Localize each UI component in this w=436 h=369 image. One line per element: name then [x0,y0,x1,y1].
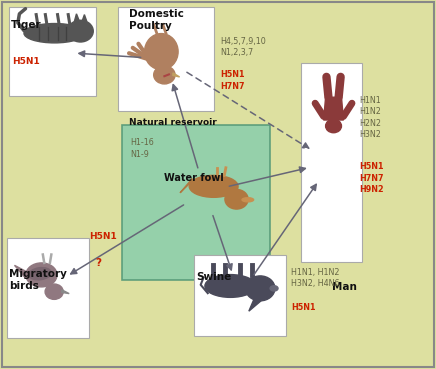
Text: H1N1
H1N2
H2N2
H3N2: H1N1 H1N2 H2N2 H3N2 [360,96,382,139]
Ellipse shape [242,198,254,202]
Text: ?: ? [95,258,101,268]
Polygon shape [62,290,69,294]
Text: Tiger: Tiger [11,20,41,30]
Circle shape [245,276,275,301]
Ellipse shape [270,286,278,291]
Ellipse shape [189,175,238,197]
Bar [122,125,270,280]
Bar [7,238,89,338]
Text: Water fowl: Water fowl [164,173,224,183]
Polygon shape [82,15,87,21]
Circle shape [153,66,175,84]
Polygon shape [173,73,180,77]
Text: Migratory
birds: Migratory birds [9,269,67,291]
Text: H5N1
H7N7: H5N1 H7N7 [220,70,245,90]
Text: H1N1, H1N2
H3N2, H4N6: H1N1, H1N2 H3N2, H4N6 [291,268,340,288]
Text: Man: Man [332,282,357,292]
Text: H5N1: H5N1 [89,232,117,241]
Text: Domestic
Poultry: Domestic Poultry [129,9,184,31]
Polygon shape [180,179,192,193]
Bar [9,7,96,96]
Text: Natural reservoir: Natural reservoir [129,118,216,127]
Text: Swine: Swine [196,272,231,282]
Ellipse shape [205,275,256,297]
Ellipse shape [145,34,178,70]
Text: H4,5,7,9,10
N1,2,3,7: H4,5,7,9,10 N1,2,3,7 [220,37,266,57]
Circle shape [326,119,341,133]
Text: H1-16
N1-9: H1-16 N1-9 [130,138,153,159]
Bar [301,63,362,262]
Bar [118,7,214,111]
Bar [194,255,286,336]
Ellipse shape [29,268,51,280]
Polygon shape [226,184,240,193]
Text: H5N1
H7N7
H9N2: H5N1 H7N7 H9N2 [360,162,384,194]
Circle shape [225,189,248,209]
Polygon shape [324,97,344,120]
Polygon shape [249,300,261,311]
Text: H5N1: H5N1 [12,57,40,66]
Circle shape [68,20,93,42]
Polygon shape [75,14,79,21]
Ellipse shape [24,24,85,43]
Text: H5N1: H5N1 [291,303,316,311]
Circle shape [45,284,63,299]
Ellipse shape [26,263,57,287]
Polygon shape [14,265,26,279]
